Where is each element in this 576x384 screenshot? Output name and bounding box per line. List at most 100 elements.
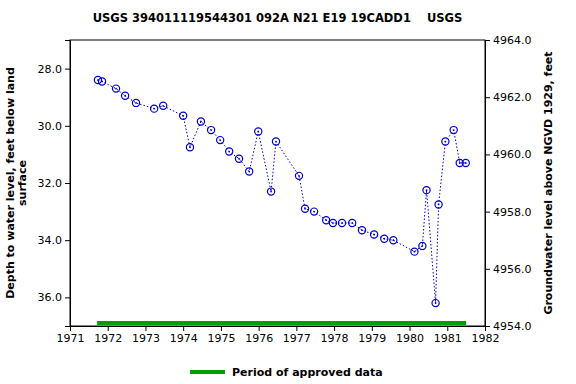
tick-label: 1980 (396, 332, 424, 345)
marker-dot (298, 175, 300, 177)
marker-ring (442, 138, 449, 145)
tick-mark (485, 40, 490, 41)
tick: 1980 (396, 326, 424, 345)
marker-ring (121, 92, 128, 99)
marker-ring (381, 235, 388, 242)
data-point (186, 144, 193, 151)
marker-dot (115, 88, 117, 90)
y-axis: 28.0 30.0 32.0 34.0 36.0 (38, 41, 71, 327)
y2-axis: 4954.04956.04958.04960.04962.04964.0 (485, 34, 532, 333)
marker-ring (272, 138, 279, 145)
tick-mark (65, 69, 70, 70)
marker-dot (373, 234, 375, 236)
data-point (98, 78, 105, 85)
data-point (358, 227, 365, 234)
marker-dot (351, 222, 353, 224)
chart: USGS 394011119544301 092A N21 E19 19CADD… (0, 0, 576, 384)
data-point (121, 92, 128, 99)
tick: 4958.0 (485, 206, 532, 219)
data-point (450, 126, 457, 133)
tick-mark (183, 326, 184, 331)
marker-dot (426, 189, 428, 191)
marker-dot (465, 162, 467, 164)
marker-ring (98, 78, 105, 85)
marker-dot (238, 158, 240, 160)
marker-dot (383, 238, 385, 240)
tick-label: 28.0 (38, 63, 63, 76)
tick-label: 4958.0 (493, 206, 532, 219)
tick-mark (334, 326, 335, 331)
data-point (381, 235, 388, 242)
tick: 30.0 (38, 120, 71, 133)
marker-dot (361, 229, 363, 231)
data-point (432, 300, 439, 307)
marker-ring (423, 187, 430, 194)
marker-ring (411, 248, 418, 255)
tick: 4956.0 (485, 263, 532, 276)
marker-dot (304, 208, 306, 210)
marker-dot (414, 251, 416, 253)
marker-dot (332, 222, 334, 224)
data-point (301, 205, 308, 212)
tick-label: 4954.0 (493, 320, 532, 333)
marker-ring (112, 85, 119, 92)
data-point (349, 219, 356, 226)
marker-dot (248, 171, 250, 173)
marker-dot (421, 245, 423, 247)
y2-axis-title: Groundwater level above NGVD 1929, feet (542, 51, 555, 314)
tick-label: 1972 (94, 332, 122, 345)
data-point (132, 99, 139, 106)
tick: 1975 (207, 326, 235, 345)
tick-mark (145, 326, 146, 331)
marker-ring (450, 126, 457, 133)
marker-ring (217, 137, 224, 144)
marker-ring (180, 112, 187, 119)
data-point (423, 187, 430, 194)
marker-ring (419, 242, 426, 249)
marker-ring (310, 208, 317, 215)
marker-dot (182, 115, 184, 117)
marker-dot (162, 105, 164, 107)
legend-swatch (190, 370, 225, 374)
marker-ring (301, 205, 308, 212)
marker-ring (160, 102, 167, 109)
tick-label: 4960.0 (493, 148, 532, 161)
legend: Period of approved data (190, 366, 383, 379)
plot-area (94, 76, 469, 323)
plot-frame (70, 40, 485, 326)
data-point (197, 118, 204, 125)
marker-dot (200, 121, 202, 123)
marker-ring (329, 219, 336, 226)
tick-mark (485, 97, 490, 98)
tick-mark (65, 240, 70, 241)
series-line (98, 80, 466, 303)
marker-ring (132, 99, 139, 106)
tick: 4954.0 (485, 320, 532, 333)
tick-mark (296, 326, 297, 331)
data-point (435, 201, 442, 208)
data-point (180, 112, 187, 119)
marker-ring (295, 172, 302, 179)
tick: 4964.0 (485, 34, 532, 47)
tick: 1979 (358, 326, 386, 345)
tick-label: 36.0 (38, 291, 63, 304)
tick-mark (65, 126, 70, 127)
marker-ring (246, 168, 253, 175)
marker-ring (197, 118, 204, 125)
marker-dot (435, 302, 437, 304)
tick: 32.0 (38, 177, 71, 190)
approved-period-bar (97, 321, 466, 325)
data-point (411, 248, 418, 255)
tick: 1971 (57, 326, 85, 345)
marker-ring (267, 188, 274, 195)
tick-label: 1973 (132, 332, 160, 345)
tick: 1973 (132, 326, 160, 345)
tick: 1977 (283, 326, 311, 345)
tick-label: 34.0 (38, 234, 63, 247)
data-point (272, 138, 279, 145)
marker-ring (255, 128, 262, 135)
x-axis-line (71, 327, 486, 332)
tick-mark (221, 326, 222, 331)
tick-label: 4956.0 (493, 263, 532, 276)
data-point (217, 137, 224, 144)
